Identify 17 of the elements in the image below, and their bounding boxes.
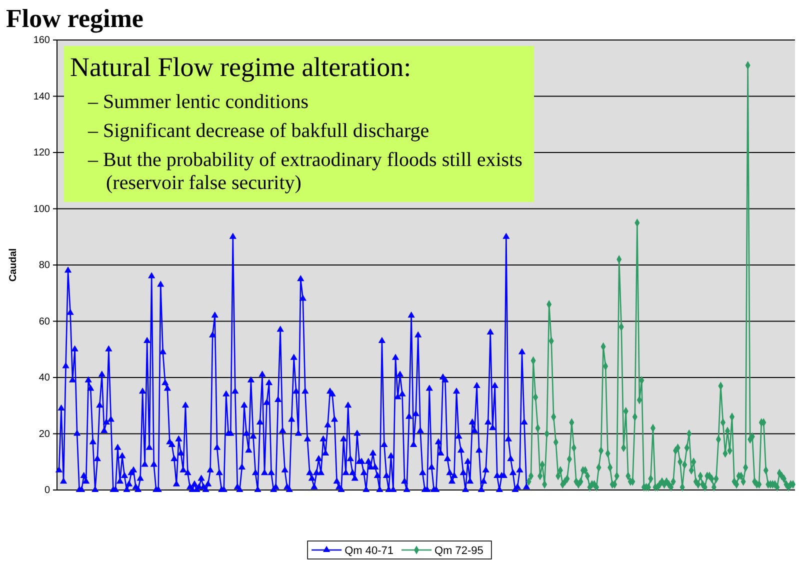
chart-title: Flow regime (6, 4, 144, 33)
y-tick-label: 20 (38, 428, 50, 440)
y-tick-label: 140 (33, 91, 50, 102)
legend-label: Qm 40-71 (344, 545, 394, 557)
annotation: – Significant decrease of bakfull discharge (87, 120, 430, 142)
annotation: – Summer lentic conditions (87, 91, 309, 113)
annotation: Natural Flow regime alteration: (70, 52, 412, 82)
y-tick-label: 160 (33, 35, 50, 46)
y-tick-label: 120 (33, 148, 50, 159)
y-tick-label: 0 (44, 485, 50, 496)
y-tick-label: 100 (33, 204, 50, 215)
y-axis-title: Caudal (8, 248, 19, 282)
legend-label: Qm 72-95 (434, 545, 484, 557)
y-tick-label: 60 (38, 316, 50, 328)
y-tick-label: 80 (38, 260, 50, 272)
annotation: – But the probability of extraodinary floods still exists (reservoir false security) (87, 149, 523, 194)
y-tick-label: 40 (38, 372, 50, 384)
